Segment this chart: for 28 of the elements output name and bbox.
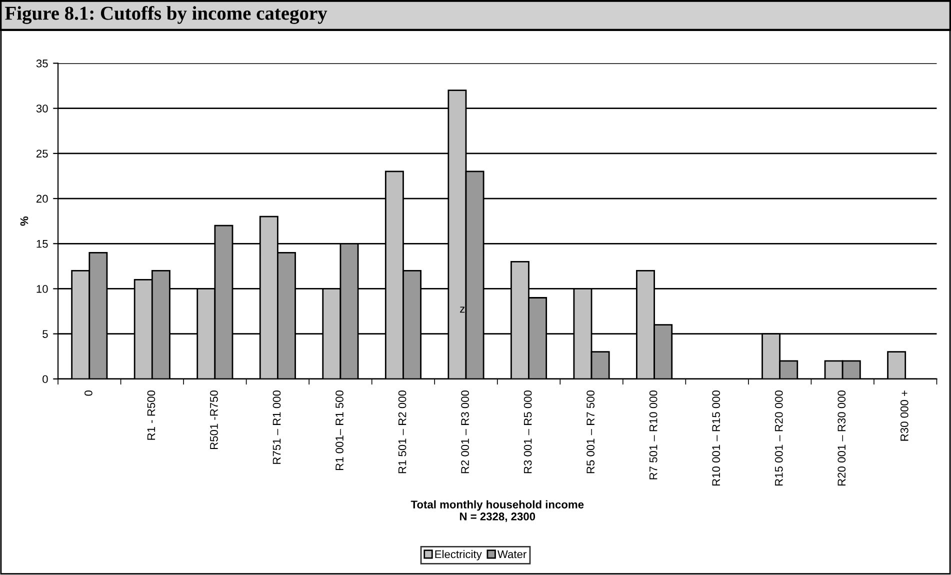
x-tick-label: R1 - R500 <box>147 390 156 440</box>
y-tick-label: 30 <box>36 104 48 112</box>
x-tick-label: 0 <box>84 390 92 396</box>
x-tick-label: R1 501 – R2 000 <box>398 390 406 474</box>
y-tick-label: 35 <box>36 60 48 68</box>
x-tick-label: R501 -R750 <box>210 390 218 450</box>
legend-label: Electricity <box>435 550 482 560</box>
x-tick-label: R5 001 – R7 500 <box>586 390 595 474</box>
chart-title: Figure 8.1: Cutoffs by income category <box>5 6 328 24</box>
x-tick-label: R3 001 – R5 000 <box>524 390 532 474</box>
x-tick-label: R751 – R1 000 <box>272 390 281 464</box>
x-tick-label: R30 000 + <box>900 390 908 441</box>
y-tick-label: 5 <box>42 330 48 338</box>
y-tick-label: 10 <box>36 285 48 293</box>
y-tick-label: 15 <box>36 240 48 248</box>
annotation: z <box>460 306 465 313</box>
x-axis-title: Total monthly household income N = 2328, 2300 <box>410 500 584 522</box>
y-tick-label: 20 <box>36 194 48 203</box>
y-axis-title: % <box>20 216 28 226</box>
x-tick-label: R2 001 – R3 000 <box>461 390 469 474</box>
y-tick-label: 0 <box>42 375 48 384</box>
legend-label: Water <box>497 550 526 558</box>
x-tick-label: R1 001– R1 500 <box>336 390 344 470</box>
x-tick-label: R15 001 – R20 000 <box>774 390 783 486</box>
x-tick-label: R7 501 – R10 000 <box>649 390 658 480</box>
x-tick-label: R10 001 – R15 000 <box>712 390 720 486</box>
x-tick-label: R20 001 – R30 000 <box>838 390 846 486</box>
y-tick-label: 25 <box>36 150 48 158</box>
